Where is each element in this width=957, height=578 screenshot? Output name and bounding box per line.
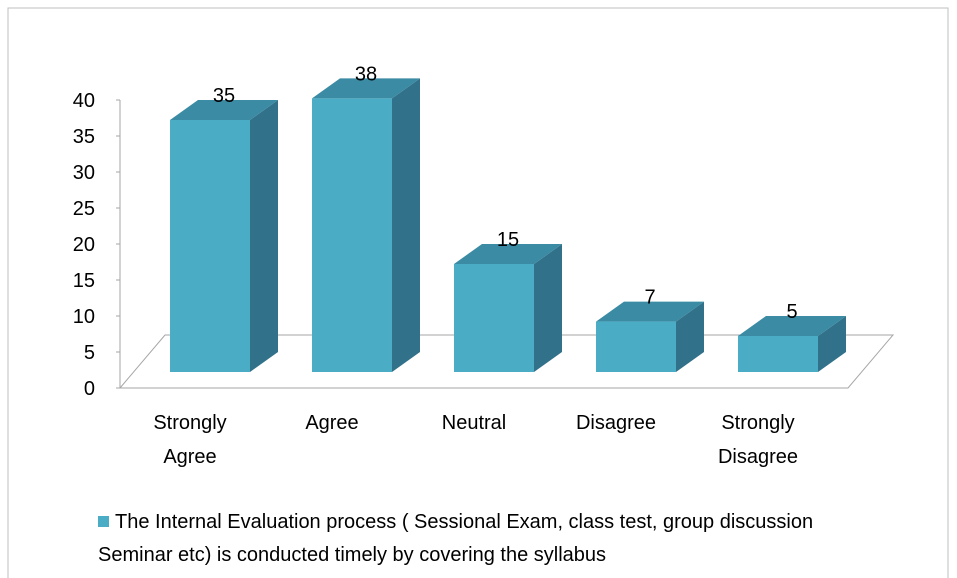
bar (170, 120, 250, 372)
bar-top (454, 244, 562, 264)
bar-side (818, 316, 846, 372)
y-tick-label: 40 (73, 90, 95, 112)
y-tick-label: 25 (73, 198, 95, 220)
bar-top (312, 78, 420, 99)
x-tick-label: Neutral (442, 412, 506, 434)
bar-side (392, 78, 420, 373)
bar-side (250, 100, 278, 372)
y-tick-label: 5 (84, 342, 95, 364)
data-label: 38 (355, 63, 377, 85)
y-tick-label: 20 (73, 234, 95, 256)
legend: The Internal Evaluation process ( Sessio… (98, 506, 838, 572)
data-label: 35 (213, 85, 235, 107)
y-tick-label: 10 (73, 306, 95, 328)
bar-top (596, 301, 704, 322)
x-tick-label: Strongly Agree (153, 412, 226, 468)
x-tick-label: Disagree (576, 412, 656, 434)
floor (118, 334, 895, 389)
x-tick-label: Agree (305, 412, 358, 434)
data-label: 5 (786, 301, 797, 323)
bar-side (676, 301, 704, 372)
legend-label: The Internal Evaluation process ( Sessio… (98, 511, 814, 566)
y-tick-label: 15 (73, 270, 95, 292)
bar (454, 264, 534, 372)
legend-swatch (98, 516, 109, 527)
bar (312, 98, 392, 373)
y-tick-label: 30 (73, 162, 95, 184)
bar (596, 321, 676, 372)
bar-side (534, 244, 562, 372)
chart-border (7, 7, 949, 578)
bar-top (170, 100, 278, 120)
data-label: 7 (644, 287, 655, 309)
y-tick-label: 35 (73, 126, 95, 148)
bar-top (738, 316, 846, 336)
x-tick-label: Strongly Disagree (718, 412, 798, 468)
bar (738, 336, 818, 372)
data-label: 15 (497, 229, 519, 251)
y-tick-label: 0 (84, 378, 95, 400)
